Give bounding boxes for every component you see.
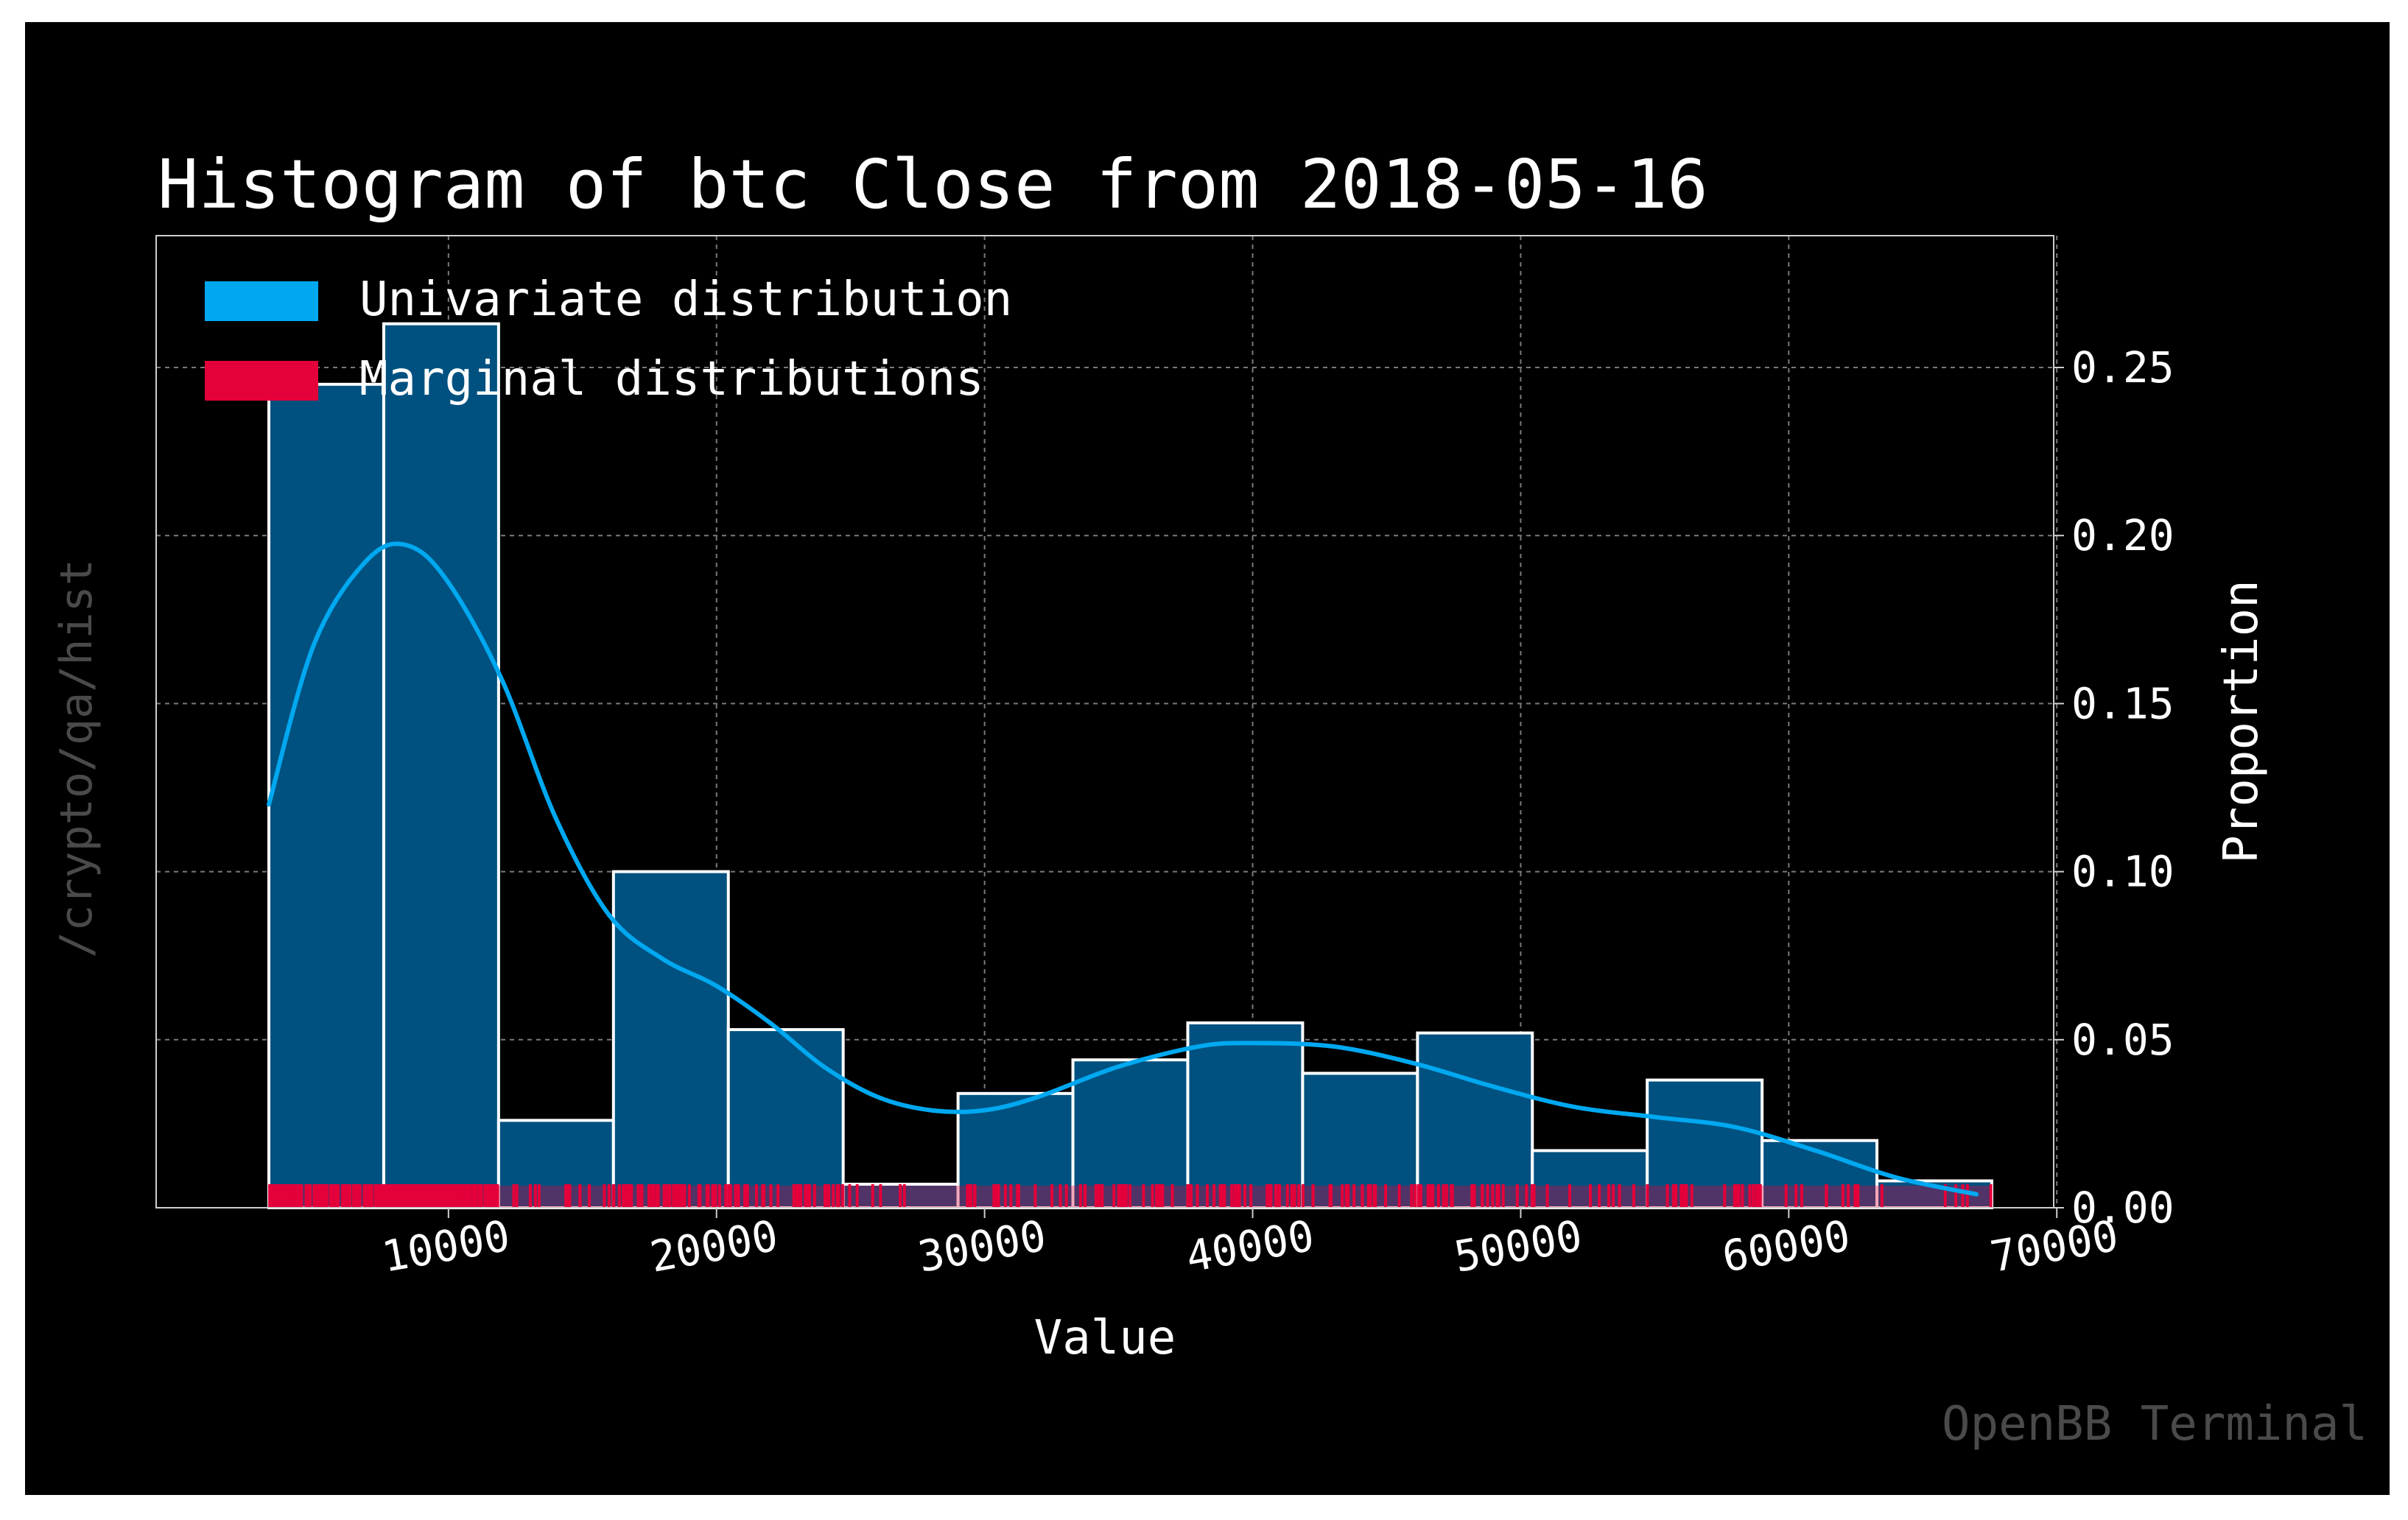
- y-tick-label: 0.00: [2071, 1183, 2174, 1233]
- y-axis-label: Proportion: [2214, 580, 2269, 863]
- chart-frame: 10000 20000 30000 40000 50000 60000 70000 0.00 0…: [25, 22, 2390, 1495]
- x-tick-label: 10000: [378, 1211, 513, 1282]
- chart-title: Histogram of btc Close from 2018-05-16: [158, 145, 1708, 224]
- legend-label-univariate: Univariate distribution: [359, 272, 1012, 327]
- x-tick-label: 30000: [914, 1211, 1050, 1282]
- x-axis-label: Value: [1034, 1311, 1176, 1365]
- y-tick-label: 0.15: [2071, 678, 2174, 728]
- legend-label-marginal: Marginal distributions: [359, 352, 984, 407]
- x-tick-label: 20000: [646, 1211, 782, 1282]
- x-tick-label: 40000: [1182, 1211, 1318, 1282]
- openbb-watermark: OpenBB Terminal: [1942, 1397, 2367, 1452]
- legend-swatch-univariate: [205, 281, 318, 321]
- kde-curve: [267, 541, 1979, 1197]
- histogram-chart: 10000 20000 30000 40000 50000 60000 700000.000…: [51, 145, 2367, 1452]
- x-tick-label: 50000: [1450, 1211, 1586, 1282]
- y-tick-label: 0.20: [2071, 510, 2174, 560]
- side-command-label: /crypto/qa/hist: [51, 559, 102, 958]
- legend: Univariate distribution Marginal distrib…: [205, 272, 1012, 407]
- histogram-bar: [726, 1028, 845, 1210]
- histogram-bars: [267, 322, 1993, 1210]
- histogram-bar: [382, 322, 500, 1210]
- x-tick-label: 60000: [1719, 1211, 1854, 1282]
- legend-swatch-marginal: [205, 361, 318, 401]
- rug-marks: [268, 1184, 1993, 1208]
- y-tick-label: 0.25: [2071, 342, 2174, 393]
- axes-frame: [155, 235, 2054, 1208]
- histogram-bar: [611, 870, 730, 1209]
- y-tick-label: 0.10: [2071, 847, 2174, 897]
- histogram-bar: [1416, 1031, 1534, 1209]
- y-tick-label: 0.05: [2071, 1015, 2174, 1065]
- histogram-bar: [267, 382, 385, 1210]
- histogram-bar: [1186, 1021, 1305, 1209]
